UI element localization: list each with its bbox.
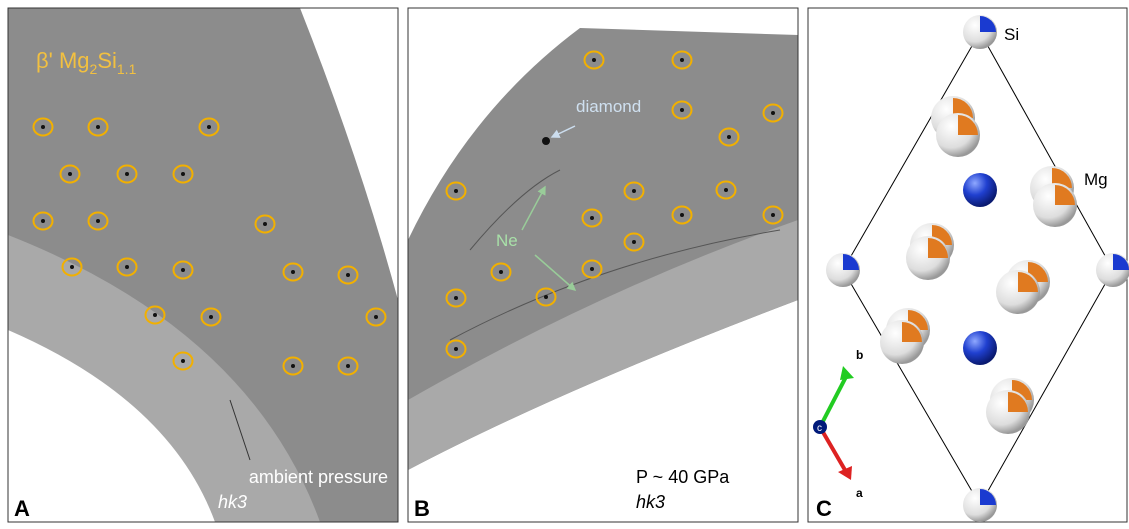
- spot-dot: [291, 270, 295, 274]
- spot-dot: [209, 315, 213, 319]
- spot-dot: [544, 295, 548, 299]
- spot-dot: [68, 172, 72, 176]
- spot-dot: [96, 219, 100, 223]
- spot-dot: [590, 216, 594, 220]
- neon-label: Ne: [496, 231, 518, 250]
- spot-dot: [346, 364, 350, 368]
- spot-dot: [592, 58, 596, 62]
- spot-dot: [632, 189, 636, 193]
- spot-dot: [454, 296, 458, 300]
- si-atom: [963, 173, 997, 207]
- spot-dot: [454, 347, 458, 351]
- spot-dot: [346, 273, 350, 277]
- spot-dot: [153, 313, 157, 317]
- panel-a: [8, 8, 398, 522]
- spot-dot: [41, 219, 45, 223]
- spot-dot: [41, 125, 45, 129]
- spot-dot: [499, 270, 503, 274]
- spot-dot: [632, 240, 636, 244]
- spot-dot: [771, 213, 775, 217]
- spot-dot: [291, 364, 295, 368]
- spot-dot: [724, 188, 728, 192]
- figure: β' Mg2Si1.1 ambient pressure hk3 A diamo…: [0, 0, 1129, 524]
- axis-b-label: b: [856, 348, 863, 362]
- spot-dot: [680, 58, 684, 62]
- spot-dot: [96, 125, 100, 129]
- spot-dot: [70, 265, 74, 269]
- spot-dot: [263, 222, 267, 226]
- axis-c-label: c: [817, 423, 822, 434]
- panel-letter: B: [414, 496, 430, 521]
- spot-dot: [590, 267, 594, 271]
- spot-dot: [680, 108, 684, 112]
- panel-b: [408, 8, 798, 522]
- pressure-label: ambient pressure: [249, 467, 388, 487]
- pressure-label: P ~ 40 GPa: [636, 467, 730, 487]
- spot-dot: [207, 125, 211, 129]
- spot-dot: [181, 359, 185, 363]
- plane-label: hk3: [218, 492, 247, 512]
- spot-dot: [181, 172, 185, 176]
- plane-label: hk3: [636, 492, 665, 512]
- spot-dot: [125, 172, 129, 176]
- spot-dot: [680, 213, 684, 217]
- spot-dot: [181, 268, 185, 272]
- spot-dot: [374, 315, 378, 319]
- spot-dot: [125, 265, 129, 269]
- panel-letter: A: [14, 496, 30, 521]
- si-atom: [963, 331, 997, 365]
- spot-dot: [771, 111, 775, 115]
- axis-a-label: a: [856, 486, 863, 500]
- panel-letter: C: [816, 496, 832, 521]
- spot-dot: [727, 135, 731, 139]
- si-label: Si: [1004, 25, 1019, 44]
- diamond-label: diamond: [576, 97, 641, 116]
- spot-dot: [454, 189, 458, 193]
- mg-label: Mg: [1084, 170, 1108, 189]
